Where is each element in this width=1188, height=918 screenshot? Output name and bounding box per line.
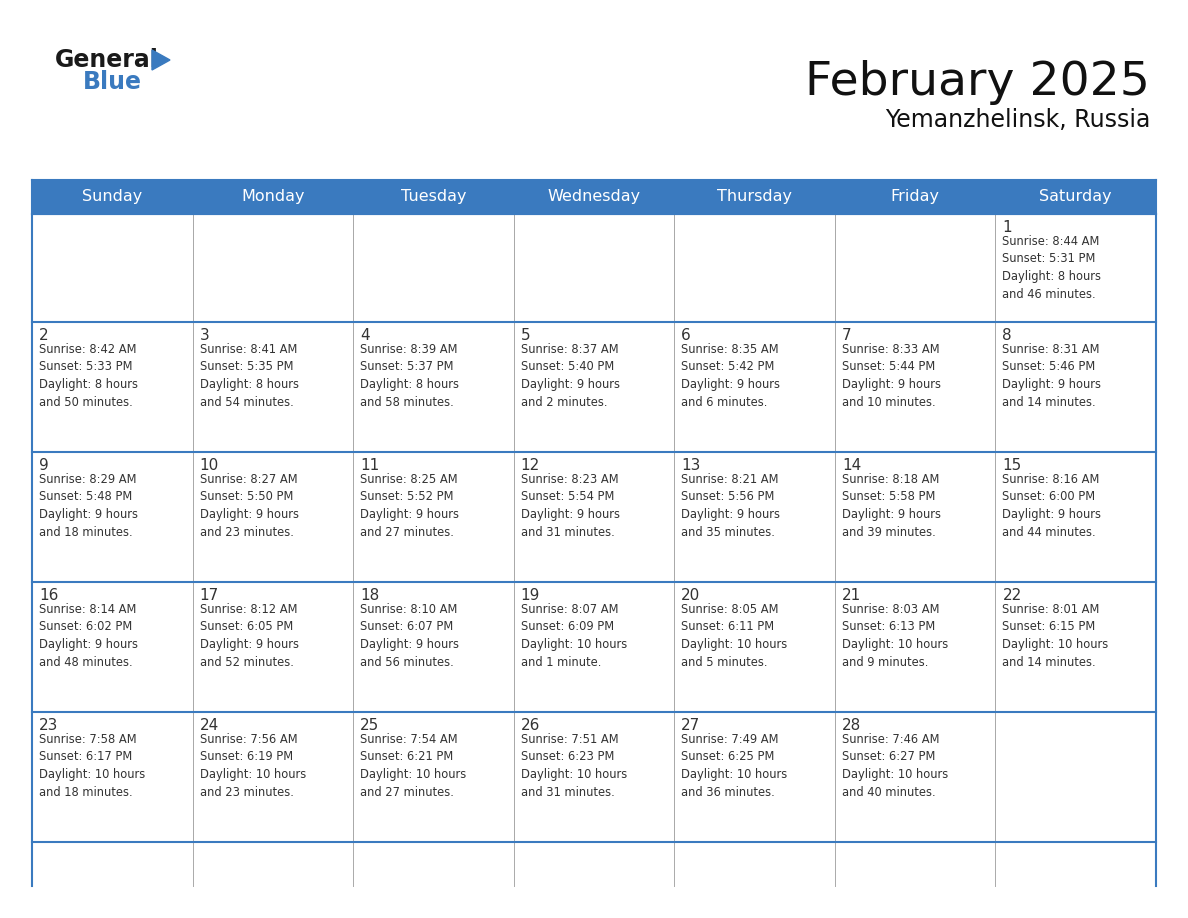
Text: 17: 17: [200, 588, 219, 603]
Text: 27: 27: [681, 718, 701, 733]
Bar: [32, 712, 1156, 842]
Text: 9: 9: [39, 458, 49, 473]
Text: 22: 22: [1003, 588, 1022, 603]
Text: Sunrise: 8:42 AM
Sunset: 5:33 PM
Daylight: 8 hours
and 50 minutes.: Sunrise: 8:42 AM Sunset: 5:33 PM Dayligh…: [39, 343, 138, 409]
Text: 10: 10: [200, 458, 219, 473]
Text: 20: 20: [681, 588, 701, 603]
Text: Sunday: Sunday: [82, 189, 143, 205]
Text: 19: 19: [520, 588, 541, 603]
Text: 8: 8: [1003, 328, 1012, 343]
Text: 16: 16: [39, 588, 58, 603]
Polygon shape: [152, 50, 170, 70]
Text: Sunrise: 8:14 AM
Sunset: 6:02 PM
Daylight: 9 hours
and 48 minutes.: Sunrise: 8:14 AM Sunset: 6:02 PM Dayligh…: [39, 603, 138, 668]
Bar: [32, 452, 1156, 582]
Text: 3: 3: [200, 328, 209, 343]
Text: 2: 2: [39, 328, 49, 343]
Text: 13: 13: [681, 458, 701, 473]
Text: Sunrise: 8:41 AM
Sunset: 5:35 PM
Daylight: 8 hours
and 54 minutes.: Sunrise: 8:41 AM Sunset: 5:35 PM Dayligh…: [200, 343, 298, 409]
Bar: [32, 214, 1156, 322]
Text: Sunrise: 8:35 AM
Sunset: 5:42 PM
Daylight: 9 hours
and 6 minutes.: Sunrise: 8:35 AM Sunset: 5:42 PM Dayligh…: [681, 343, 781, 409]
Text: Sunrise: 8:16 AM
Sunset: 6:00 PM
Daylight: 9 hours
and 44 minutes.: Sunrise: 8:16 AM Sunset: 6:00 PM Dayligh…: [1003, 473, 1101, 539]
Text: 21: 21: [842, 588, 861, 603]
Text: 4: 4: [360, 328, 369, 343]
Text: Blue: Blue: [83, 70, 143, 94]
Text: 7: 7: [842, 328, 852, 343]
Bar: [32, 582, 1156, 712]
Text: Sunrise: 8:39 AM
Sunset: 5:37 PM
Daylight: 8 hours
and 58 minutes.: Sunrise: 8:39 AM Sunset: 5:37 PM Dayligh…: [360, 343, 459, 409]
Text: 24: 24: [200, 718, 219, 733]
Text: Sunrise: 8:21 AM
Sunset: 5:56 PM
Daylight: 9 hours
and 35 minutes.: Sunrise: 8:21 AM Sunset: 5:56 PM Dayligh…: [681, 473, 781, 539]
Bar: [32, 322, 1156, 452]
Text: Sunrise: 8:12 AM
Sunset: 6:05 PM
Daylight: 9 hours
and 52 minutes.: Sunrise: 8:12 AM Sunset: 6:05 PM Dayligh…: [200, 603, 298, 668]
Text: General: General: [55, 48, 159, 72]
Text: Saturday: Saturday: [1040, 189, 1112, 205]
Text: Sunrise: 8:33 AM
Sunset: 5:44 PM
Daylight: 9 hours
and 10 minutes.: Sunrise: 8:33 AM Sunset: 5:44 PM Dayligh…: [842, 343, 941, 409]
Text: 12: 12: [520, 458, 541, 473]
Text: 1: 1: [1003, 220, 1012, 235]
Text: Sunrise: 7:49 AM
Sunset: 6:25 PM
Daylight: 10 hours
and 36 minutes.: Sunrise: 7:49 AM Sunset: 6:25 PM Dayligh…: [681, 733, 788, 799]
Text: 15: 15: [1003, 458, 1022, 473]
Text: Sunrise: 8:31 AM
Sunset: 5:46 PM
Daylight: 9 hours
and 14 minutes.: Sunrise: 8:31 AM Sunset: 5:46 PM Dayligh…: [1003, 343, 1101, 409]
Text: 6: 6: [681, 328, 691, 343]
Text: 11: 11: [360, 458, 379, 473]
Text: Sunrise: 8:25 AM
Sunset: 5:52 PM
Daylight: 9 hours
and 27 minutes.: Sunrise: 8:25 AM Sunset: 5:52 PM Dayligh…: [360, 473, 459, 539]
Text: Sunrise: 8:23 AM
Sunset: 5:54 PM
Daylight: 9 hours
and 31 minutes.: Sunrise: 8:23 AM Sunset: 5:54 PM Dayligh…: [520, 473, 620, 539]
Text: Sunrise: 7:58 AM
Sunset: 6:17 PM
Daylight: 10 hours
and 18 minutes.: Sunrise: 7:58 AM Sunset: 6:17 PM Dayligh…: [39, 733, 145, 799]
Text: Sunrise: 8:03 AM
Sunset: 6:13 PM
Daylight: 10 hours
and 9 minutes.: Sunrise: 8:03 AM Sunset: 6:13 PM Dayligh…: [842, 603, 948, 668]
Text: Sunrise: 8:07 AM
Sunset: 6:09 PM
Daylight: 10 hours
and 1 minute.: Sunrise: 8:07 AM Sunset: 6:09 PM Dayligh…: [520, 603, 627, 668]
Text: Sunrise: 8:27 AM
Sunset: 5:50 PM
Daylight: 9 hours
and 23 minutes.: Sunrise: 8:27 AM Sunset: 5:50 PM Dayligh…: [200, 473, 298, 539]
Text: Sunrise: 8:29 AM
Sunset: 5:48 PM
Daylight: 9 hours
and 18 minutes.: Sunrise: 8:29 AM Sunset: 5:48 PM Dayligh…: [39, 473, 138, 539]
Text: Friday: Friday: [891, 189, 940, 205]
Text: 25: 25: [360, 718, 379, 733]
Text: Sunrise: 7:54 AM
Sunset: 6:21 PM
Daylight: 10 hours
and 27 minutes.: Sunrise: 7:54 AM Sunset: 6:21 PM Dayligh…: [360, 733, 467, 799]
Bar: [32, 180, 1156, 214]
Text: Sunrise: 7:51 AM
Sunset: 6:23 PM
Daylight: 10 hours
and 31 minutes.: Sunrise: 7:51 AM Sunset: 6:23 PM Dayligh…: [520, 733, 627, 799]
Text: 28: 28: [842, 718, 861, 733]
Text: February 2025: February 2025: [805, 60, 1150, 105]
Text: Sunrise: 8:44 AM
Sunset: 5:31 PM
Daylight: 8 hours
and 46 minutes.: Sunrise: 8:44 AM Sunset: 5:31 PM Dayligh…: [1003, 235, 1101, 300]
Text: Sunrise: 8:10 AM
Sunset: 6:07 PM
Daylight: 9 hours
and 56 minutes.: Sunrise: 8:10 AM Sunset: 6:07 PM Dayligh…: [360, 603, 459, 668]
Text: Tuesday: Tuesday: [400, 189, 466, 205]
Text: Yemanzhelinsk, Russia: Yemanzhelinsk, Russia: [885, 108, 1150, 132]
Text: 18: 18: [360, 588, 379, 603]
Text: Thursday: Thursday: [718, 189, 792, 205]
Text: Sunrise: 8:37 AM
Sunset: 5:40 PM
Daylight: 9 hours
and 2 minutes.: Sunrise: 8:37 AM Sunset: 5:40 PM Dayligh…: [520, 343, 620, 409]
Text: 5: 5: [520, 328, 530, 343]
Text: Sunrise: 7:46 AM
Sunset: 6:27 PM
Daylight: 10 hours
and 40 minutes.: Sunrise: 7:46 AM Sunset: 6:27 PM Dayligh…: [842, 733, 948, 799]
Text: Sunrise: 8:18 AM
Sunset: 5:58 PM
Daylight: 9 hours
and 39 minutes.: Sunrise: 8:18 AM Sunset: 5:58 PM Dayligh…: [842, 473, 941, 539]
Text: Sunrise: 8:01 AM
Sunset: 6:15 PM
Daylight: 10 hours
and 14 minutes.: Sunrise: 8:01 AM Sunset: 6:15 PM Dayligh…: [1003, 603, 1108, 668]
Text: Monday: Monday: [241, 189, 304, 205]
Text: Wednesday: Wednesday: [548, 189, 640, 205]
Text: 26: 26: [520, 718, 541, 733]
Text: Sunrise: 8:05 AM
Sunset: 6:11 PM
Daylight: 10 hours
and 5 minutes.: Sunrise: 8:05 AM Sunset: 6:11 PM Dayligh…: [681, 603, 788, 668]
Text: 23: 23: [39, 718, 58, 733]
Text: Sunrise: 7:56 AM
Sunset: 6:19 PM
Daylight: 10 hours
and 23 minutes.: Sunrise: 7:56 AM Sunset: 6:19 PM Dayligh…: [200, 733, 305, 799]
Text: 14: 14: [842, 458, 861, 473]
